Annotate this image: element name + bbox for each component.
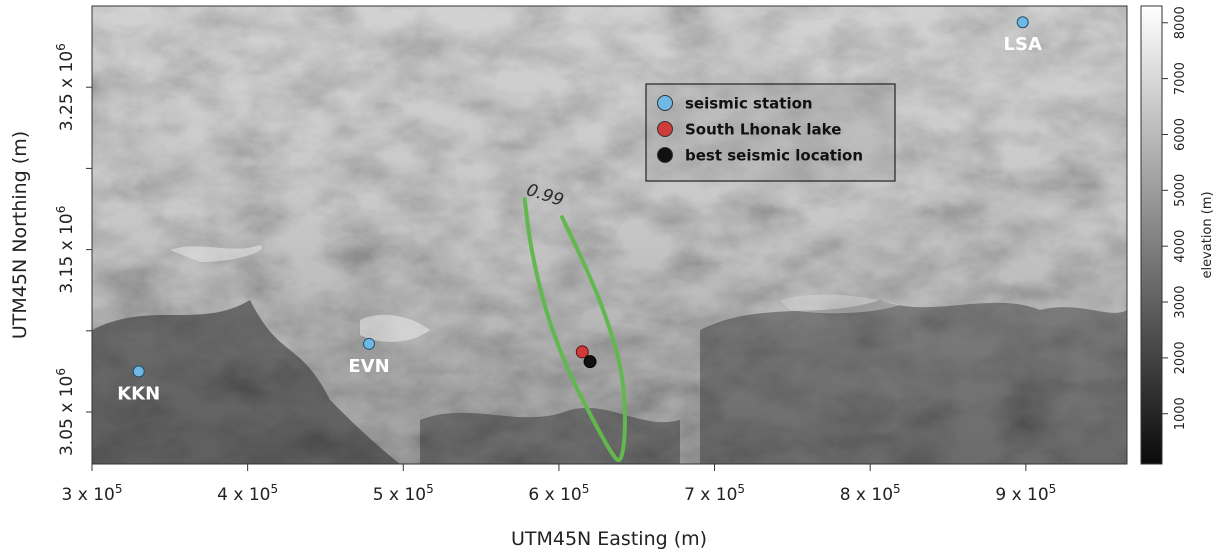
y-tick-label-exponent: 6 — [54, 368, 68, 376]
x-tick-label-mantissa: 7 x 10 — [684, 485, 737, 505]
colorbar-tick-label: 2000 — [1173, 341, 1188, 374]
x-tick-label-exponent: 5 — [737, 482, 745, 496]
seismic-station-marker — [1016, 16, 1029, 29]
y-tick-label-exponent: 6 — [54, 43, 68, 51]
legend-box — [645, 83, 896, 182]
x-tick-label-exponent: 5 — [1049, 482, 1057, 496]
y-axis-title: UTM45N Northing (m) — [9, 131, 31, 339]
x-tick-label-mantissa: 3 x 10 — [62, 485, 115, 505]
colorbar-tick-label: 4000 — [1173, 230, 1188, 263]
x-tick-label: 7 x 105 — [684, 482, 745, 505]
y-tick-label: 3.25 x 106 — [54, 43, 77, 131]
x-tick-label-mantissa: 8 x 10 — [840, 485, 893, 505]
x-tick-label-exponent: 5 — [115, 482, 123, 496]
x-tick-label: 4 x 105 — [217, 482, 278, 505]
colorbar-tick-label: 6000 — [1173, 118, 1188, 151]
x-tick-label-exponent: 5 — [270, 482, 278, 496]
confidence-contour — [522, 197, 627, 463]
x-tick-label-mantissa: 6 x 10 — [528, 485, 581, 505]
x-tick-label-mantissa: 5 x 10 — [373, 485, 426, 505]
legend-marker — [657, 95, 673, 111]
colorbar-tick-label: 5000 — [1173, 174, 1188, 207]
x-tick-label-mantissa: 9 x 10 — [995, 485, 1048, 505]
x-tick-label-mantissa: 4 x 10 — [217, 485, 270, 505]
x-tick-label: 3 x 105 — [62, 482, 123, 505]
x-tick-label: 8 x 105 — [840, 482, 901, 505]
best-location-marker — [583, 355, 597, 369]
legend-marker — [657, 121, 673, 137]
legend-label: seismic station — [685, 95, 813, 113]
y-tick-label-mantissa: 3.25 x 10 — [57, 51, 77, 131]
x-axis-title: UTM45N Easting (m) — [511, 528, 707, 550]
x-tick-label: 9 x 105 — [995, 482, 1056, 505]
x-tick-label-exponent: 5 — [893, 482, 901, 496]
x-tick-label: 5 x 105 — [373, 482, 434, 505]
colorbar-label: elevation (m) — [1200, 191, 1215, 278]
legend: seismic station South Lhonak lake best sei… — [645, 83, 896, 182]
colorbar-tick-label: 1000 — [1173, 397, 1188, 430]
colorbar-tick-label: 7000 — [1173, 62, 1188, 95]
y-tick-label: 3.05 x 106 — [54, 368, 77, 456]
y-tick-label-exponent: 6 — [54, 206, 68, 214]
seismic-station-marker — [132, 365, 145, 378]
lake-marker — [575, 345, 589, 359]
colorbar-tick-label: 3000 — [1173, 285, 1188, 318]
legend-label: South Lhonak lake — [685, 121, 841, 139]
plot-frame — [91, 5, 1128, 465]
x-tick-label-exponent: 5 — [582, 482, 590, 496]
station-label: LSA — [1004, 34, 1042, 55]
x-axis: 3 x 105 4 x 105 5 x 105 6 x 105 7 x 105 8 x 1… — [62, 464, 1056, 505]
y-tick-label-mantissa: 3.15 x 10 — [57, 213, 77, 293]
legend-label: best seismic location — [685, 147, 863, 165]
colorbar-tick-label: 8000 — [1173, 6, 1188, 39]
colorbar-ramp — [1140, 5, 1163, 465]
y-tick-label: 3.15 x 106 — [54, 206, 77, 294]
station-label: EVN — [348, 356, 389, 377]
station-label: KKN — [117, 383, 160, 404]
y-tick-label-mantissa: 3.05 x 10 — [57, 376, 77, 456]
seismic-station-marker — [363, 337, 376, 350]
colorbar: 1000 2000 3000 4000 5000 6000 7000 8000 elevati… — [1140, 5, 1215, 465]
x-tick-label-exponent: 5 — [426, 482, 434, 496]
legend-marker — [657, 147, 673, 163]
x-tick-label: 6 x 105 — [528, 482, 589, 505]
